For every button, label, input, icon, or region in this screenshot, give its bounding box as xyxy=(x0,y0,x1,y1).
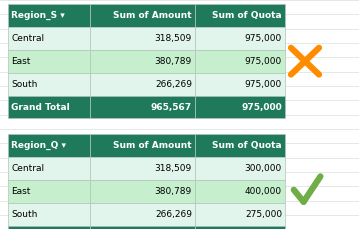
Bar xyxy=(195,96,285,119)
Text: East: East xyxy=(11,187,31,196)
Bar xyxy=(8,134,90,157)
Text: 975,000: 975,000 xyxy=(241,233,282,240)
Bar xyxy=(195,27,285,50)
Text: 275,000: 275,000 xyxy=(245,210,282,219)
Bar xyxy=(8,50,90,73)
Text: 400,000: 400,000 xyxy=(245,187,282,196)
Bar xyxy=(90,50,195,73)
Text: 975,000: 975,000 xyxy=(245,80,282,89)
Bar xyxy=(195,157,285,180)
Bar xyxy=(195,226,285,240)
Text: Sum of Quota: Sum of Quota xyxy=(213,141,282,150)
Bar xyxy=(195,203,285,226)
Text: 965,567: 965,567 xyxy=(151,233,192,240)
Text: East: East xyxy=(11,57,31,66)
Text: Central: Central xyxy=(11,164,44,173)
Text: 266,269: 266,269 xyxy=(155,210,192,219)
Bar xyxy=(8,73,90,96)
Bar xyxy=(90,96,195,119)
Text: Sum of Amount: Sum of Amount xyxy=(113,141,192,150)
Text: Region_S ▾: Region_S ▾ xyxy=(11,11,65,20)
Text: Grand Total: Grand Total xyxy=(11,233,70,240)
Text: 380,789: 380,789 xyxy=(155,187,192,196)
Bar xyxy=(8,180,90,203)
Bar xyxy=(90,180,195,203)
Bar xyxy=(8,96,90,119)
Text: 975,000: 975,000 xyxy=(245,57,282,66)
Text: 266,269: 266,269 xyxy=(155,80,192,89)
Bar xyxy=(195,180,285,203)
Text: Sum of Amount: Sum of Amount xyxy=(113,11,192,20)
Text: 965,567: 965,567 xyxy=(151,102,192,112)
Text: Central: Central xyxy=(11,34,44,43)
Bar xyxy=(195,50,285,73)
Bar xyxy=(90,27,195,50)
Text: 318,509: 318,509 xyxy=(155,34,192,43)
Bar xyxy=(90,4,195,27)
Bar xyxy=(90,134,195,157)
Text: 975,000: 975,000 xyxy=(241,102,282,112)
Bar xyxy=(90,203,195,226)
Bar xyxy=(195,4,285,27)
Text: 380,789: 380,789 xyxy=(155,57,192,66)
Bar xyxy=(8,203,90,226)
Text: 300,000: 300,000 xyxy=(245,164,282,173)
Text: Sum of Quota: Sum of Quota xyxy=(213,11,282,20)
Bar xyxy=(90,73,195,96)
Bar xyxy=(8,4,90,27)
Text: 318,509: 318,509 xyxy=(155,164,192,173)
Bar xyxy=(195,73,285,96)
Text: South: South xyxy=(11,210,37,219)
Text: 975,000: 975,000 xyxy=(245,34,282,43)
Text: South: South xyxy=(11,80,37,89)
Text: Region_Q ▾: Region_Q ▾ xyxy=(11,141,66,150)
Bar xyxy=(8,226,90,240)
Bar xyxy=(8,157,90,180)
Text: Grand Total: Grand Total xyxy=(11,102,70,112)
Bar xyxy=(90,226,195,240)
Bar xyxy=(8,27,90,50)
Bar xyxy=(195,134,285,157)
Bar xyxy=(90,157,195,180)
